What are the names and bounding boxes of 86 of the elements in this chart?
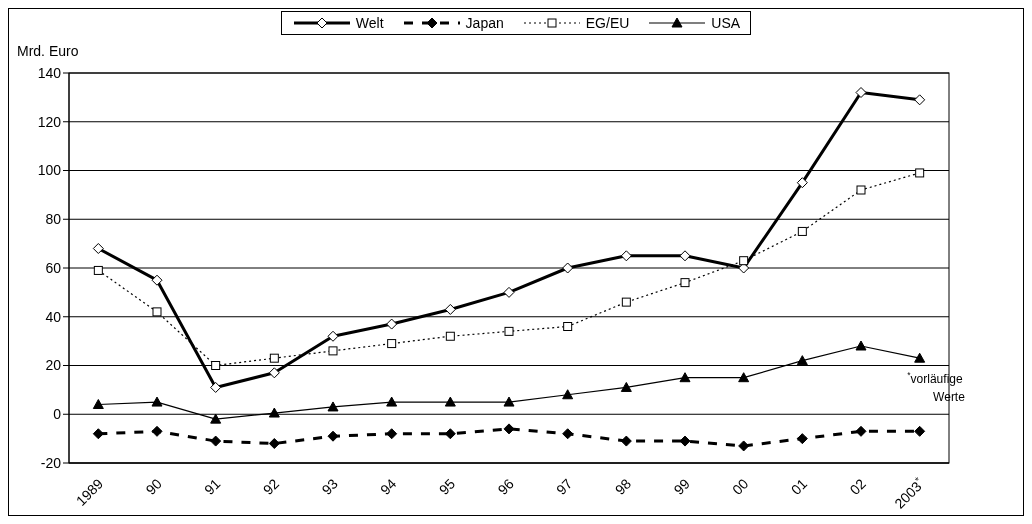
point [504,326,514,336]
point [386,396,398,407]
point [915,168,925,178]
x-tick-label: 95 [435,475,459,498]
point [856,185,866,195]
x-tick-label: 90 [142,475,165,498]
x-tick-label: 00 [729,475,752,498]
point [679,372,691,383]
point [503,423,515,435]
annotation: $^{*}$vorläufige Werte [907,370,966,404]
point [680,278,690,288]
point [620,435,632,447]
point [797,226,807,236]
point [386,428,398,440]
y-tick-label: 60 [45,259,62,276]
x-tick-label: 94 [377,475,400,498]
point [268,367,280,379]
y-tick-label: -20 [40,454,62,471]
point [503,396,515,407]
point [503,286,515,298]
x-tick-label: 01 [787,475,811,498]
point [914,94,926,106]
x-tick-label: 91 [201,475,224,498]
point [562,262,574,274]
point [152,307,162,317]
point [445,331,455,341]
point [210,435,222,447]
y-tick-label: 120 [37,113,62,130]
point [327,401,339,412]
point [679,435,691,447]
point [739,256,749,266]
y-tick-label: 40 [45,308,62,325]
point [444,303,456,315]
y-tick-label: 0 [53,406,62,423]
legend-label: Welt [355,15,384,31]
y-tick-label: 140 [37,64,62,81]
point [796,433,808,445]
point [914,352,926,363]
legend-label: USA [711,15,741,31]
point [269,353,279,363]
y-tick-label: 80 [45,211,62,228]
point [855,87,867,98]
x-tick-label: 96 [494,475,517,498]
point [327,430,339,442]
x-tick-label: 93 [318,475,341,498]
point [328,346,338,356]
point [387,339,397,349]
x-tick-label: 92 [259,475,283,498]
point [210,413,222,424]
point [211,361,221,370]
x-tick-label: 97 [553,475,576,498]
point [562,389,574,400]
point [92,428,104,440]
point [738,372,750,383]
point [679,250,691,262]
point [151,425,163,437]
point [444,396,456,407]
point [855,340,867,351]
point [151,274,163,286]
legend-label: Japan [465,15,504,31]
y-axis-title: Mrd. Euro [17,43,79,59]
x-tick-label: 99 [670,475,693,498]
point [92,243,104,254]
point [386,318,398,330]
point [151,396,163,407]
point [855,425,867,437]
point [620,250,632,262]
y-tick-label: 20 [45,357,62,374]
point [562,428,574,440]
point [268,407,280,418]
point [796,177,808,189]
point [796,355,808,366]
point [93,265,103,275]
y-tick-label: 100 [37,162,62,179]
point [92,399,104,409]
point [563,322,573,331]
x-tick-label: 98 [611,475,635,498]
point [621,297,631,307]
x-tick-label: 02 [846,475,869,498]
point [914,425,926,437]
point [620,381,632,392]
point [268,438,280,449]
point [327,330,339,342]
legend-label: EG/EU [585,15,630,31]
point [210,381,222,393]
point [738,440,750,452]
